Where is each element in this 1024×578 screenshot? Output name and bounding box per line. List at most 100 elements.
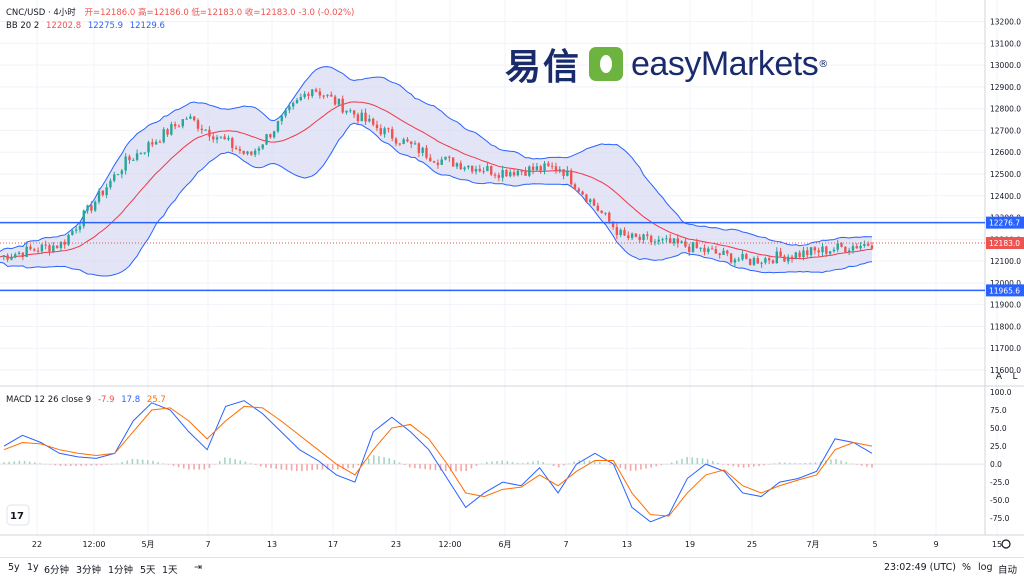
candle-body <box>276 121 280 132</box>
range-1y[interactable]: 1y <box>27 562 39 573</box>
candle-body <box>349 110 352 112</box>
candle-body <box>707 248 710 252</box>
candle-body <box>665 238 668 240</box>
candle-body <box>109 180 112 188</box>
candle-body <box>813 247 817 251</box>
macd-tick-label: 50.0 <box>990 424 1007 433</box>
auto-toggle[interactable]: 自动 <box>998 565 1018 576</box>
ohlc-values: 开=12186.0 高=12186.0 低=12183.0 收=12183.0 … <box>84 8 355 18</box>
candle-body <box>200 128 204 131</box>
price-tick-label: 12000.0 <box>990 279 1021 288</box>
candle-body <box>295 100 299 103</box>
candle-body <box>193 116 196 121</box>
candle-body <box>756 258 759 264</box>
macd-histogram-bar <box>3 462 5 465</box>
candle-body <box>269 134 272 138</box>
x-tick-label: 25 <box>747 540 757 549</box>
macd-histogram-bar <box>583 460 586 465</box>
macd-histogram-bar <box>460 464 462 472</box>
range-5d[interactable]: 5天 <box>140 565 156 576</box>
candle-body <box>493 174 497 176</box>
macd-histogram-bar <box>860 464 863 466</box>
candle-body <box>227 138 230 140</box>
candle-body <box>413 143 417 145</box>
macd-histogram-bar <box>871 464 873 468</box>
candle-body <box>585 194 588 203</box>
macd-histogram-bar <box>59 464 62 466</box>
auto-scale-button[interactable]: A <box>995 372 1003 382</box>
candle-body <box>771 260 775 264</box>
candle-body <box>307 93 310 96</box>
macd-histogram-bar <box>213 464 216 465</box>
candle-body <box>619 229 622 236</box>
macd-histogram-bar <box>532 461 534 465</box>
range-3m[interactable]: 3分钟 <box>76 565 102 576</box>
macd-histogram-bar <box>105 464 108 465</box>
macd-histogram-bar <box>126 460 129 465</box>
candle-body <box>330 94 333 97</box>
macd-histogram-bar <box>116 463 118 465</box>
candle-body <box>292 102 295 107</box>
candle-body <box>714 249 718 254</box>
candle-body <box>97 190 101 202</box>
candle-body <box>238 149 242 151</box>
candle-body <box>314 89 318 92</box>
candle-body <box>455 163 459 167</box>
macd-histogram-bar <box>8 461 10 465</box>
candle-body <box>638 236 641 241</box>
x-tick-label: 5月 <box>141 540 154 549</box>
candle-body <box>672 238 676 244</box>
log-toggle[interactable]: log <box>978 562 993 573</box>
range-1m[interactable]: 1分钟 <box>108 565 134 576</box>
x-tick-label: 5 <box>872 540 877 549</box>
candle-body <box>615 227 619 236</box>
x-tick-label: 12:00 <box>82 540 105 549</box>
macd-histogram-bar <box>162 463 165 465</box>
candle-body <box>657 239 660 242</box>
macd-histogram-bar <box>763 464 765 466</box>
percent-toggle[interactable]: % <box>962 562 972 573</box>
tradingview-logo-icon <box>6 504 30 526</box>
macd-histogram-bar <box>516 462 519 465</box>
candle-body <box>158 141 162 143</box>
hline-price-tag <box>986 284 1024 297</box>
candle-body <box>29 246 32 250</box>
logo-cn: 易信 <box>505 47 582 88</box>
macd-histogram-bar <box>475 464 478 467</box>
macd-histogram-bar <box>121 461 123 465</box>
macd-histogram-bar <box>254 464 257 465</box>
candle-body <box>59 241 63 248</box>
macd-histogram-bar <box>521 463 524 465</box>
candle-body <box>741 254 744 260</box>
macd-hist-value: -7.9 <box>97 395 115 405</box>
macd-histogram-bar <box>506 461 509 465</box>
candle-body <box>52 245 55 252</box>
macd-histogram-bar <box>424 464 426 470</box>
candle-body <box>36 250 40 252</box>
macd-histogram-bar <box>496 461 498 465</box>
macd-histogram-bar <box>563 464 565 466</box>
range-5y[interactable]: 5y <box>8 562 20 573</box>
date-range-icon[interactable]: ⇥ <box>194 562 202 573</box>
range-6m[interactable]: 6分钟 <box>44 565 70 576</box>
macd-histogram-bar <box>177 464 180 468</box>
candle-body <box>680 241 683 244</box>
macd-histogram-bar <box>588 460 591 465</box>
x-tick-label: 7 <box>205 540 210 549</box>
macd-histogram-bar <box>753 464 755 467</box>
log-scale-button[interactable]: L <box>1012 372 1018 382</box>
price-tick-label: 12400.0 <box>990 192 1021 201</box>
macd-histogram-bar <box>789 462 791 465</box>
candle-body <box>550 165 554 167</box>
macd-histogram-bar <box>691 457 694 465</box>
macd-tick-label: -25.0 <box>990 478 1010 487</box>
range-1d[interactable]: 1天 <box>162 565 178 576</box>
candle-body <box>748 258 752 265</box>
candle-body <box>703 247 706 252</box>
chart-canvas[interactable]: 22 12:00 5月 7 13 17 23 12:00 6月 7 13 19 25 7月 5 9 15 1320… <box>0 0 1024 557</box>
candle-body <box>543 163 546 171</box>
macd-histogram-bar <box>552 464 555 466</box>
candle-body <box>467 165 470 168</box>
candle-body <box>204 129 207 131</box>
